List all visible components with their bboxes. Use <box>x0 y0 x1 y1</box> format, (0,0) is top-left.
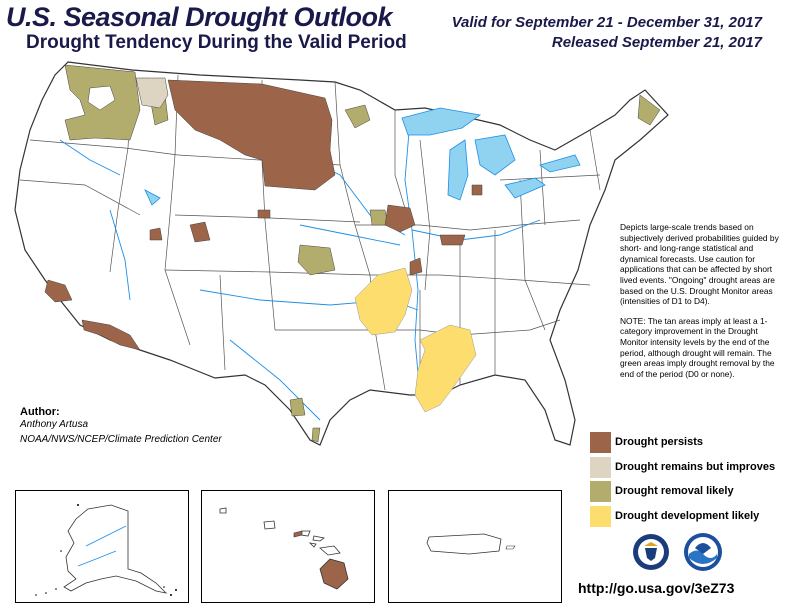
legend-label: Drought remains but improves <box>615 461 776 473</box>
drought-development-areas <box>354 267 477 413</box>
legend-item-persists: Drought persists <box>590 432 790 454</box>
legend-item-improves: Drought remains but improves <box>590 457 790 479</box>
notes-paragraph-1: Depicts large-scale trends based on subj… <box>620 222 779 307</box>
alaska-map <box>35 504 177 596</box>
drought-persists-areas <box>44 79 483 351</box>
legend-swatch <box>590 432 611 453</box>
legend-swatch <box>590 481 611 502</box>
notes-paragraph-2: NOTE: The tan areas imply at least a 1-c… <box>620 315 775 379</box>
map-title: U.S. Seasonal Drought Outlook <box>6 2 393 32</box>
puerto-rico-inset <box>388 490 562 603</box>
release-date: Released September 21, 2017 <box>551 34 762 51</box>
hawaii-inset <box>201 490 375 603</box>
hawaii-map <box>219 507 349 590</box>
legend-item-development: Drought development likely <box>590 506 790 528</box>
conus-map <box>14 61 669 446</box>
legend-label: Drought removal likely <box>615 485 734 497</box>
map-notes: Depicts large-scale trends based on subj… <box>620 222 782 388</box>
drought-improves-areas <box>135 77 169 109</box>
legend-label: Drought development likely <box>615 510 760 522</box>
valid-period: Valid for September 21 - December 31, 20… <box>451 14 762 31</box>
author-org: NOAA/NWS/NCEP/Climate Prediction Center <box>20 434 222 445</box>
legend-swatch <box>590 457 611 478</box>
legend-label: Drought persists <box>615 436 704 448</box>
puerto-rico-map <box>426 533 516 555</box>
map-subtitle: Drought Tendency During the Valid Period <box>26 32 407 53</box>
author-label: Author: <box>20 406 60 418</box>
doc-seal-icon <box>633 534 669 570</box>
author-name: Anthony Artusa <box>20 419 89 430</box>
footer-url[interactable]: http://go.usa.gov/3eZ73 <box>578 580 735 596</box>
great-lakes <box>144 107 581 206</box>
legend-item-removal: Drought removal likely <box>590 481 790 503</box>
noaa-logo-icon <box>684 533 722 571</box>
legend-swatch <box>590 506 611 527</box>
alaska-inset <box>15 490 189 603</box>
state-borders <box>19 69 601 391</box>
